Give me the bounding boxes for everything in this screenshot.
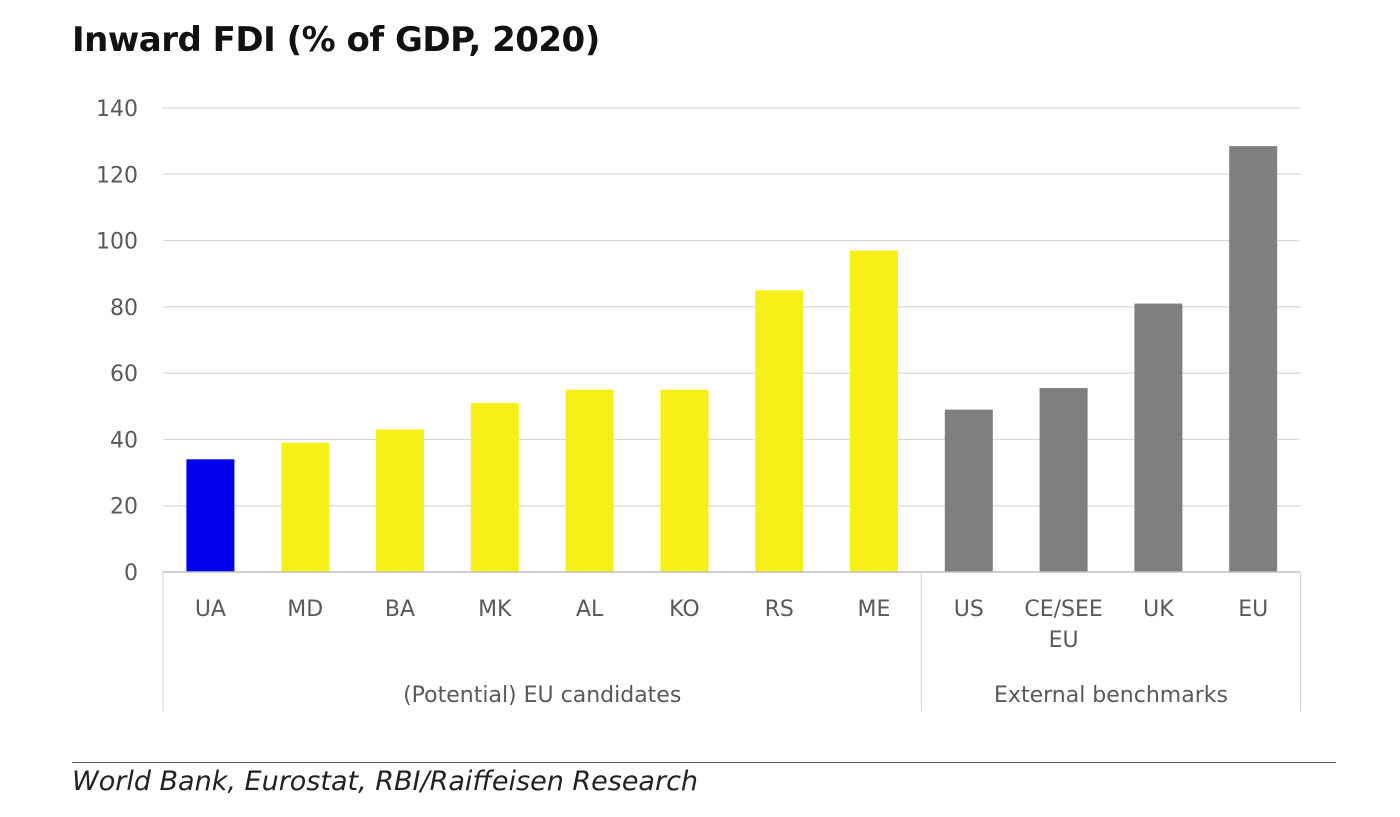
bar: [1229, 146, 1278, 572]
x-tick-label: US: [954, 597, 984, 622]
source-note: World Bank, Eurostat, RBI/Raiffeisen Res…: [72, 766, 699, 797]
bar: [1134, 303, 1183, 572]
source-divider: [72, 762, 1336, 763]
y-tick-label: 40: [110, 428, 138, 453]
y-tick-label: 80: [110, 296, 138, 321]
bar: [470, 402, 519, 572]
bar: [376, 429, 424, 572]
bar: [281, 442, 330, 572]
y-tick-label: 140: [96, 97, 138, 122]
x-tick-label: EU: [1049, 628, 1079, 653]
x-tick-label: MD: [287, 597, 323, 622]
y-tick-label: 0: [124, 561, 138, 586]
x-tick-label: UK: [1143, 597, 1174, 622]
x-tick-label: EU: [1238, 597, 1268, 622]
x-tick-label: MK: [478, 597, 512, 622]
x-tick-label: AL: [576, 597, 604, 622]
y-tick-label: 60: [110, 362, 138, 387]
x-tick-label: UA: [195, 597, 226, 622]
x-tick-label: KO: [669, 597, 700, 622]
bar: [850, 250, 898, 572]
bar: [944, 409, 993, 572]
bar: [660, 389, 709, 572]
y-tick-label: 20: [110, 495, 138, 520]
x-tick-label: BA: [385, 597, 415, 622]
x-tick-label: CE/SEE: [1024, 597, 1102, 622]
x-tick-label: ME: [858, 597, 891, 622]
x-tick-label: RS: [765, 597, 794, 622]
group-label: (Potential) EU candidates: [403, 683, 681, 708]
group-label: External benchmarks: [994, 683, 1228, 708]
bar: [755, 290, 804, 572]
bar: [565, 389, 614, 572]
bar: [186, 459, 235, 572]
bar: [1039, 388, 1088, 572]
y-tick-label: 100: [96, 230, 138, 255]
chart-title: Inward FDI (% of GDP, 2020): [72, 20, 600, 60]
y-tick-label: 120: [96, 163, 138, 188]
